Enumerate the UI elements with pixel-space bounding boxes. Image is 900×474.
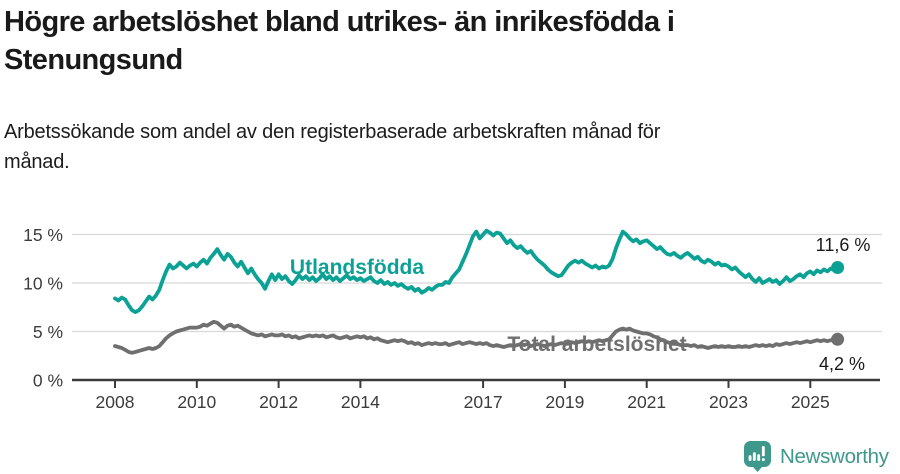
series-label-total-arbetsloshet: Total arbetslöshet [507,333,686,356]
x-axis-tick-label: 2012 [259,392,298,412]
series-end-value-label-total-arbetsloshet: 4,2 % [819,354,865,374]
chart-title: Högre arbetslöshet bland utrikes- än inr… [4,6,675,76]
logo-exclamation-bar [761,446,765,457]
x-axis-tick-label: 2021 [627,392,666,412]
y-axis-tick-label: 5 % [33,322,63,342]
x-axis-tick-label: 2025 [791,392,830,412]
newsworthy-logo-icon [744,441,771,472]
series-end-value-label-utlandsfodda: 11,6 % [816,235,871,255]
logo-bar-1 [748,455,752,461]
logo-bar-3 [757,454,761,461]
newsworthy-logo-svg [744,441,771,472]
y-axis-tick-label: 0 % [33,371,63,391]
x-axis-tick-label: 2023 [709,392,748,412]
y-axis-tick-label: 10 % [23,274,63,294]
x-axis-tick-label: 2017 [464,392,503,412]
series-end-dot-utlandsfodda [831,261,845,274]
y-axis-tick-label: 15 % [23,225,63,245]
x-axis-tick-label: 2008 [96,392,135,412]
line-chart-canvas: 0 % 5 % 10 % 15 % 2008 2010 2012 2014 2017 2019 20… [23,225,882,412]
chart-subtitle: Arbetssökande som andel av den registerb… [4,121,661,173]
line-chart: 0 % 5 % 10 % 15 % 2008 2010 2012 2014 2017 2019 20… [0,200,900,440]
series-end-dot-total-arbetsloshet [831,332,845,346]
logo-bar-2 [752,452,756,461]
series-label-utlandsfodda: Utlandsfödda [290,256,424,279]
logo-exclamation-dot [761,458,765,462]
x-axis-tick-label: 2010 [177,392,216,412]
series-line-total-arbetsloshet [113,319,840,355]
brand-name: Newsworthy [780,445,889,468]
footer: Newsworthy [744,441,889,472]
x-axis-tick-label: 2019 [545,392,584,412]
x-axis-tick-label: 2014 [341,392,380,412]
series-line-utlandsfodda [113,228,840,314]
